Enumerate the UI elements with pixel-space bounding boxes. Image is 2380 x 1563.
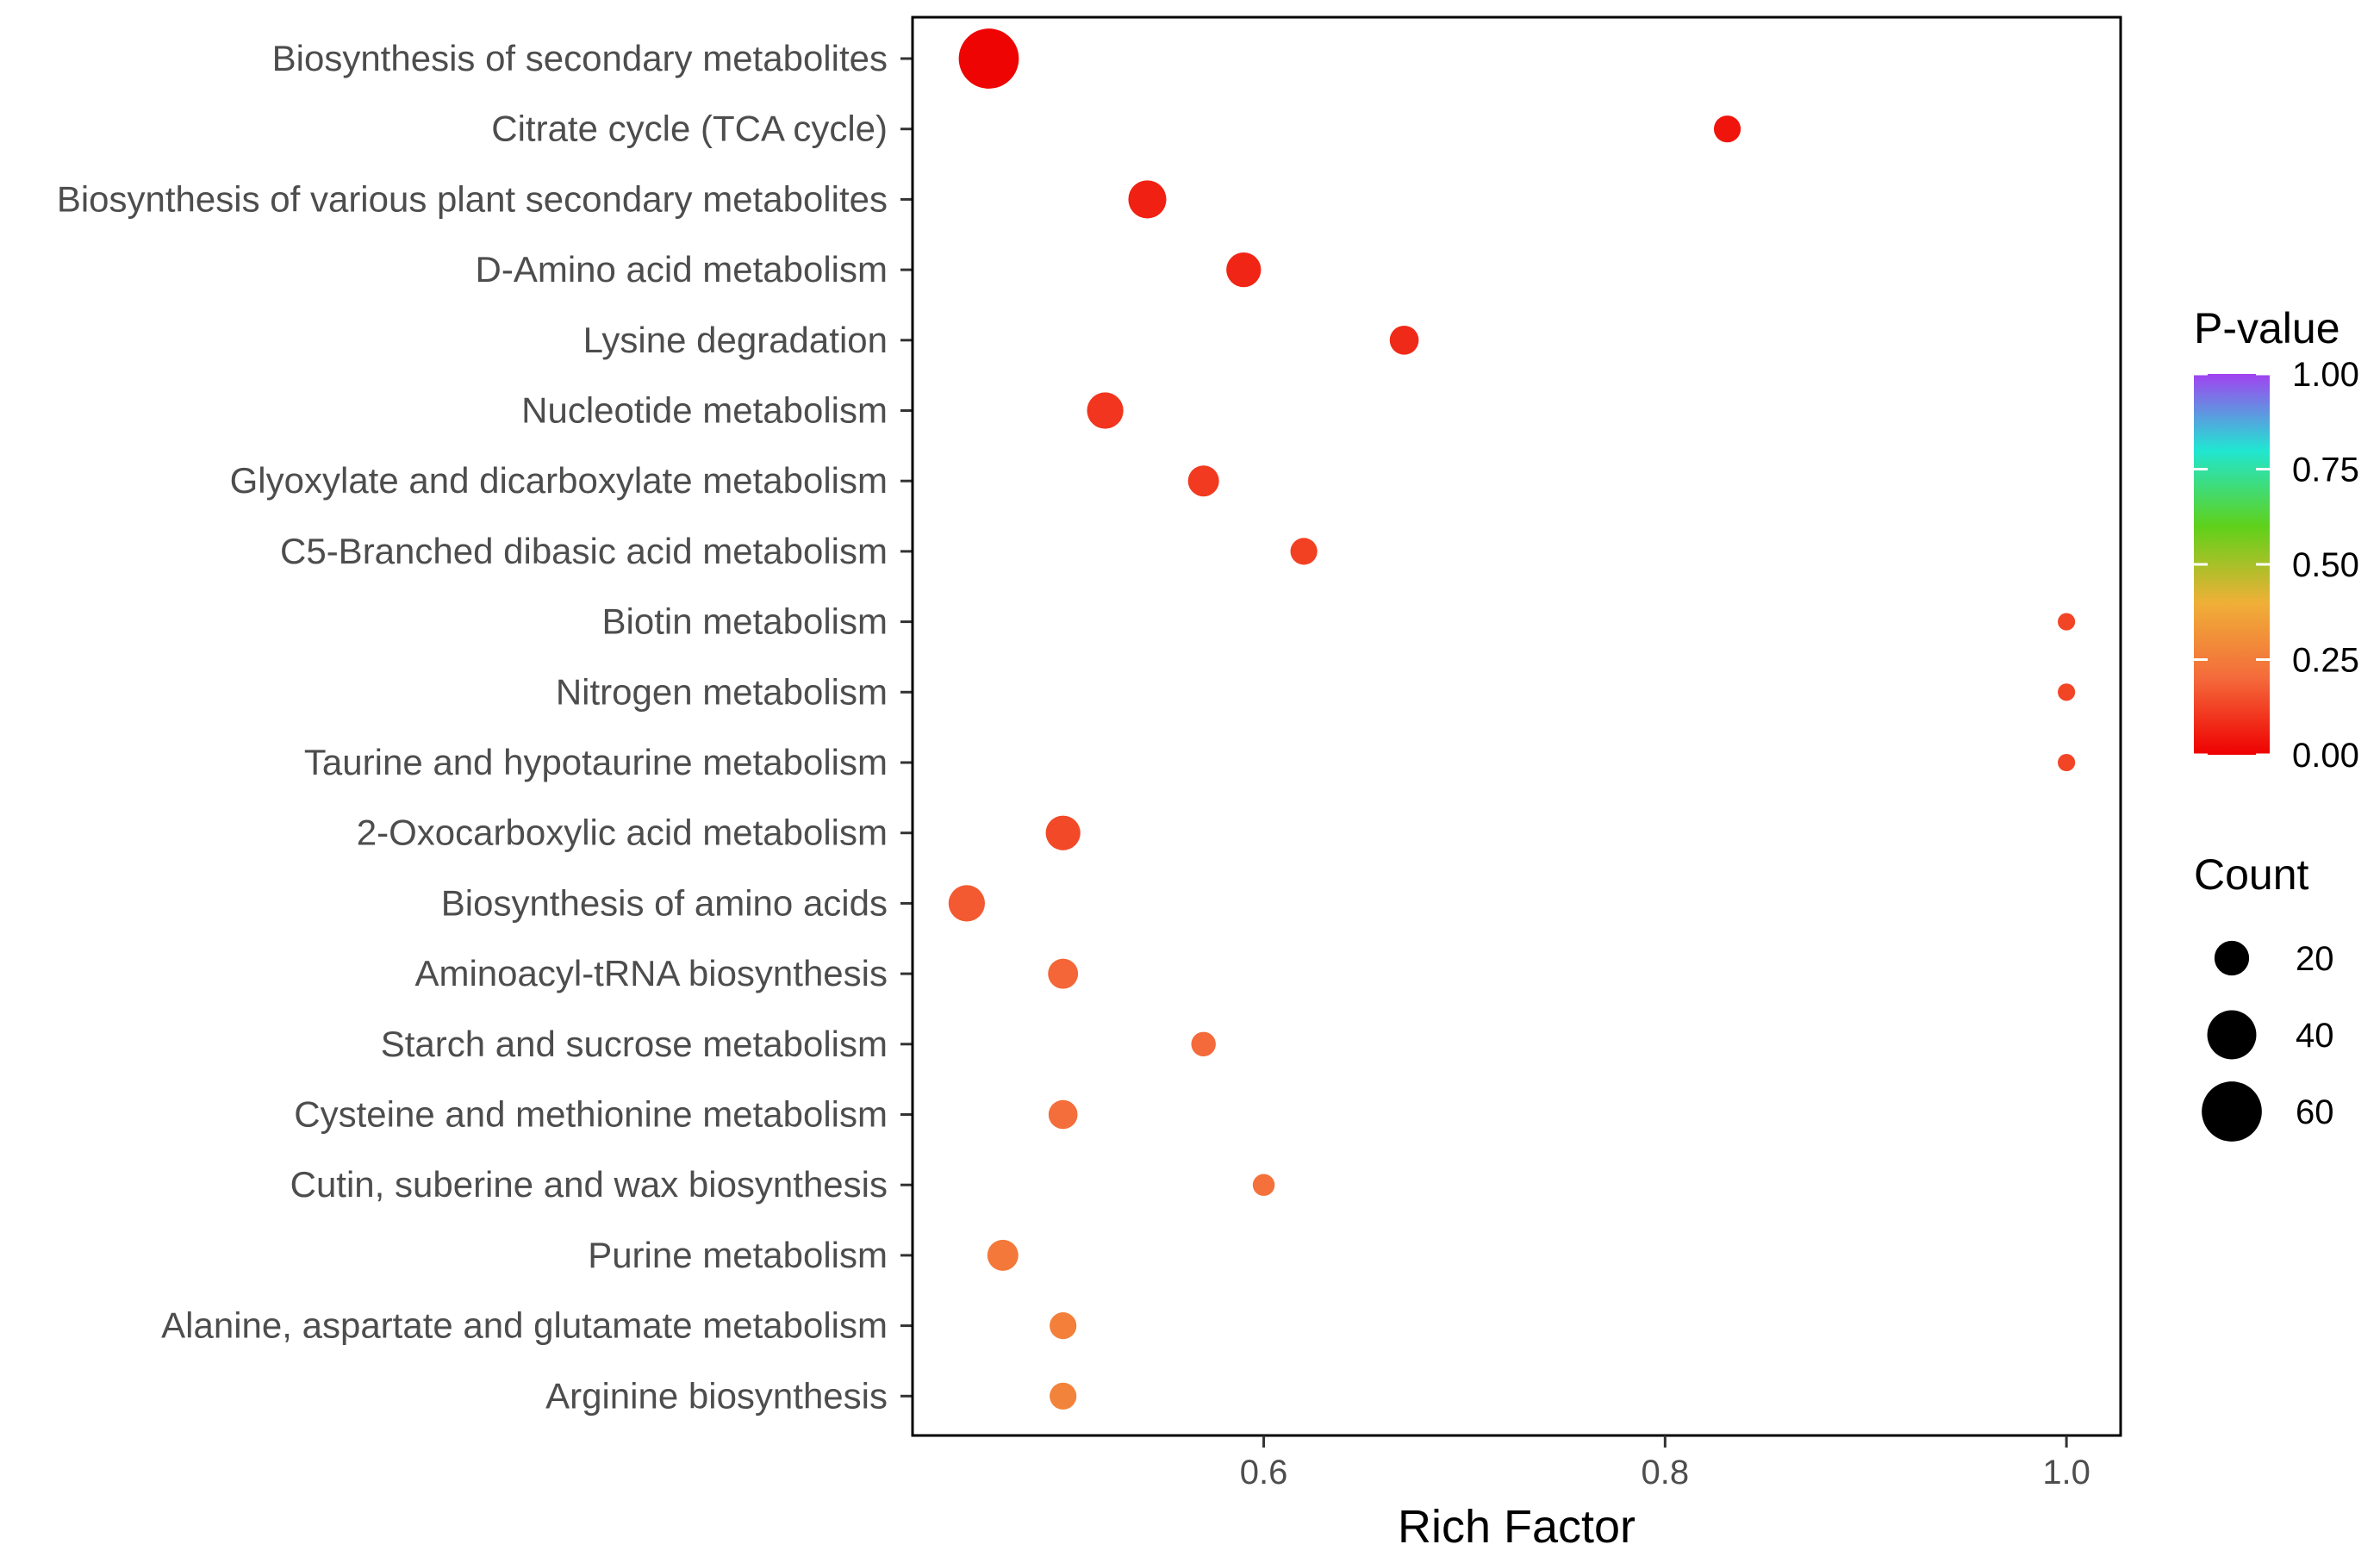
- data-point: [1087, 392, 1124, 429]
- data-point: [1050, 1312, 1077, 1340]
- data-point: [1048, 958, 1079, 989]
- x-axis-title: Rich Factor: [1398, 1501, 1635, 1553]
- y-tick-label: Biosynthesis of amino acids: [441, 882, 888, 923]
- y-tick-label: D-Amino acid metabolism: [476, 249, 888, 290]
- data-point: [948, 885, 985, 922]
- size-legend-title: Count: [2194, 850, 2309, 899]
- data-point: [958, 28, 1019, 89]
- y-axis-ticks: [900, 57, 913, 1398]
- plot-panel-border: [911, 16, 2122, 1437]
- data-point: [1713, 115, 1741, 143]
- data-point: [2058, 613, 2076, 631]
- size-legend: 20 40 60: [2202, 940, 2334, 1142]
- y-tick-label: 2-Oxocarboxylic acid metabolism: [357, 813, 888, 853]
- data-point: [2058, 683, 2076, 701]
- size-legend-key: [2214, 940, 2250, 976]
- color-legend-ticks: 1.00 0.75 0.50 0.25 0.00: [2194, 356, 2359, 775]
- y-tick-label: Taurine and hypotaurine metabolism: [304, 742, 888, 782]
- x-tick-label: 0.6: [1240, 1454, 1288, 1491]
- color-legend-label: 0.00: [2292, 737, 2359, 775]
- data-point: [1389, 325, 1419, 355]
- y-tick-label: Biosynthesis of various plant secondary …: [57, 178, 888, 219]
- x-tick-label: 1.0: [2042, 1454, 2090, 1491]
- y-tick-label: Arginine biosynthesis: [545, 1375, 888, 1416]
- data-point: [1187, 465, 1219, 497]
- color-legend-label: 0.25: [2292, 642, 2359, 680]
- size-legend-label: 60: [2296, 1093, 2334, 1131]
- size-legend-key: [2202, 1081, 2262, 1142]
- y-tick-label: Glyoxylate and dicarboxylate metabolism: [230, 460, 888, 501]
- y-tick-label: C5-Branched dibasic acid metabolism: [280, 531, 888, 571]
- color-legend-label: 0.50: [2292, 546, 2359, 584]
- y-tick-label: Cysteine and methionine metabolism: [294, 1094, 888, 1135]
- size-legend-label: 20: [2296, 940, 2334, 978]
- y-tick-label: Purine metabolism: [588, 1235, 888, 1275]
- data-point: [1290, 538, 1318, 565]
- y-tick-label: Citrate cycle (TCA cycle): [491, 109, 888, 149]
- data-point: [1191, 1031, 1216, 1057]
- y-tick-label: Biosynthesis of secondary metabolites: [272, 38, 888, 78]
- data-point: [1128, 180, 1167, 219]
- data-point: [1050, 1382, 1077, 1410]
- color-legend-label: 0.75: [2292, 451, 2359, 489]
- y-axis-labels: Biosynthesis of secondary metabolites Cit…: [57, 38, 888, 1416]
- y-tick-label: Nitrogen metabolism: [556, 671, 888, 712]
- size-legend-key: [2207, 1010, 2257, 1060]
- x-tick-label: 0.8: [1642, 1454, 1690, 1491]
- color-legend-title: P-value: [2194, 304, 2340, 352]
- y-tick-label: Lysine degradation: [583, 320, 888, 360]
- data-point: [1048, 1099, 1078, 1130]
- data-point: [987, 1239, 1019, 1271]
- y-tick-label: Aminoacyl-tRNA biosynthesis: [414, 953, 888, 993]
- data-point: [1226, 252, 1262, 288]
- y-tick-label: Starch and sucrose metabolism: [381, 1024, 888, 1064]
- x-axis-ticks: 0.6 0.8 1.0: [1240, 1435, 2090, 1491]
- size-legend-label: 40: [2296, 1017, 2334, 1055]
- data-point: [2058, 753, 2076, 772]
- data-points: [948, 28, 2076, 1410]
- color-legend-label: 1.00: [2292, 356, 2359, 394]
- y-tick-label: Alanine, aspartate and glutamate metabol…: [161, 1305, 888, 1346]
- data-point: [1252, 1174, 1275, 1196]
- y-tick-label: Cutin, suberine and wax biosynthesis: [290, 1164, 888, 1205]
- y-tick-label: Nucleotide metabolism: [521, 390, 888, 431]
- data-point: [1045, 815, 1081, 850]
- y-tick-label: Biotin metabolism: [602, 601, 888, 642]
